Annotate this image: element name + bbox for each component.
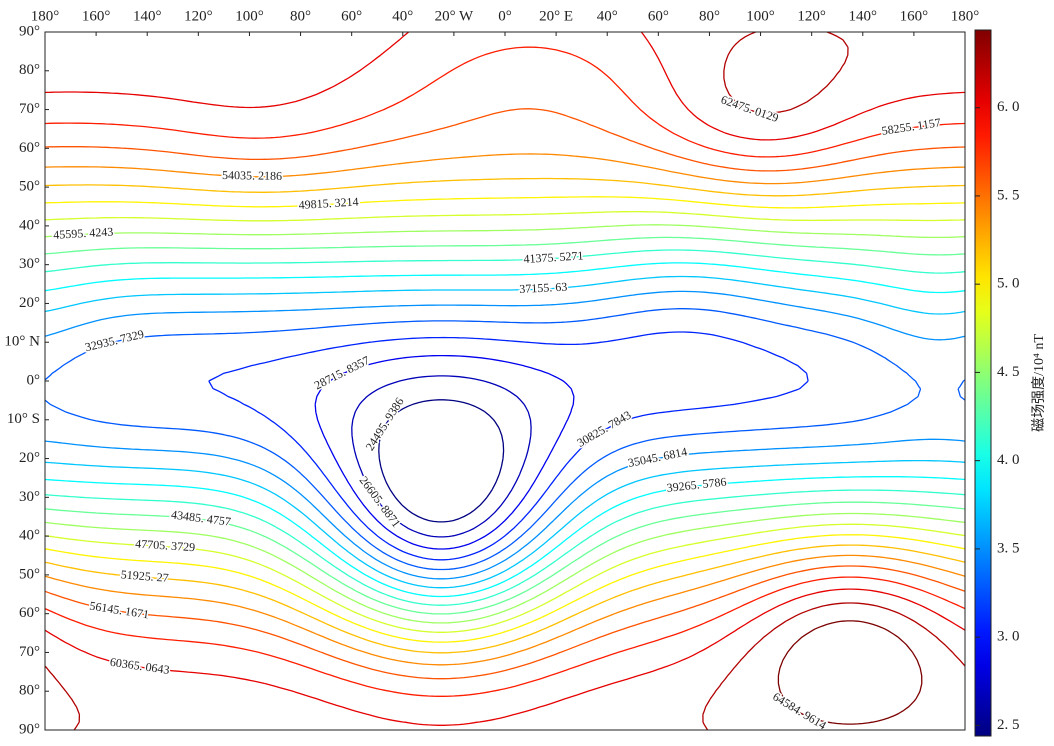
contour-line xyxy=(44,262,966,598)
contour-line xyxy=(44,177,966,654)
y-tick-label: 50° xyxy=(19,179,40,195)
x-tick-label: 140° xyxy=(133,8,162,24)
contour-line xyxy=(314,354,575,550)
contour-line xyxy=(44,46,966,697)
contour-line xyxy=(44,290,966,580)
contour-line xyxy=(44,108,966,680)
x-tick-label: 60° xyxy=(341,8,362,24)
contour-line xyxy=(44,224,966,624)
contour-label: 35045. 6814 xyxy=(627,444,689,470)
contour-label: 47705. 3729 xyxy=(135,536,196,554)
y-tick-label: 80° xyxy=(19,62,40,78)
contour-line xyxy=(44,236,966,615)
contour-label: 41375. 5271 xyxy=(523,248,584,266)
contour-label: 32935. 7329 xyxy=(84,327,146,355)
contour-label: 56145. 1671 xyxy=(89,599,150,622)
x-tick-label: 20° E xyxy=(539,8,573,24)
x-tick-label: 40° xyxy=(597,8,618,24)
contour-label: 37155. 63 xyxy=(519,280,568,296)
contour-line xyxy=(44,249,966,606)
contour-label: 28715. 8357 xyxy=(312,353,372,392)
y-tick-label: 70° xyxy=(19,101,40,117)
colorbar-tick-label: 4. 0 xyxy=(997,452,1020,468)
contour-label: 58255. 1157 xyxy=(881,115,942,138)
contour-line xyxy=(44,275,966,589)
contour-label: 43485. 4757 xyxy=(170,507,231,528)
y-tick-label: 60° xyxy=(19,140,40,156)
x-tick-label: 120° xyxy=(797,8,826,24)
y-tick-label: 40° xyxy=(19,528,40,544)
contour-line xyxy=(44,308,966,571)
colorbar-label: 磁场强度/10⁴ nT xyxy=(1031,334,1047,432)
contour-label: 24495. 9386 xyxy=(363,395,407,453)
contour-line xyxy=(351,375,532,538)
contour-line xyxy=(44,153,966,666)
colorbar-tick-label: 5. 0 xyxy=(997,276,1020,292)
x-tick-label: 80° xyxy=(290,8,311,24)
contour-line xyxy=(208,331,809,561)
contour-line xyxy=(378,399,505,523)
y-tick-label: 60° xyxy=(19,605,40,621)
contour-label: 60365. 0643 xyxy=(109,655,170,677)
y-tick-label: 20° xyxy=(19,450,40,466)
contour-line xyxy=(777,620,923,725)
contour-line xyxy=(44,196,966,643)
y-tick-label: 10° S xyxy=(7,411,40,427)
x-tick-label: 140° xyxy=(849,8,878,24)
x-tick-label: 100° xyxy=(746,8,775,24)
y-tick-label: 30° xyxy=(19,489,40,505)
colorbar-tick-label: 3. 5 xyxy=(997,540,1020,556)
y-tick-label: 0° xyxy=(27,372,41,388)
contour-line xyxy=(44,31,966,731)
x-tick-label: 100° xyxy=(235,8,264,24)
contour-label: 49815. 3214 xyxy=(298,195,359,212)
contour-layer: 24495. 9386 26605. 8871 28715. 8357 30825. … xyxy=(44,31,966,734)
y-tick-label: 10° N xyxy=(4,334,40,350)
contour-label: 54035. 2186 xyxy=(222,168,282,183)
y-tick-label: 80° xyxy=(19,683,40,699)
y-tick-label: 90° xyxy=(19,23,40,39)
colorbar xyxy=(974,29,992,737)
contour-label: 64584. 9614 xyxy=(770,689,829,732)
colorbar-tick-label: 4. 5 xyxy=(997,364,1020,380)
x-tick-label: 60° xyxy=(648,8,669,24)
x-tick-label: 160° xyxy=(900,8,929,24)
x-tick-label: 120° xyxy=(184,8,213,24)
x-tick-label: 40° xyxy=(392,8,413,24)
contour-label: 26605. 8871 xyxy=(357,474,404,531)
y-tick-label: 50° xyxy=(19,566,40,582)
y-tick-label: 30° xyxy=(19,256,40,272)
y-tick-label: 40° xyxy=(19,217,40,233)
contour-label: 51925. 27 xyxy=(120,567,169,585)
contour-label: 62475. 0129 xyxy=(719,92,780,125)
colorbar-tick-label: 2. 5 xyxy=(997,717,1020,733)
colorbar-tick-label: 6. 0 xyxy=(997,99,1020,115)
contour-label: 39265. 5786 xyxy=(666,475,727,495)
x-tick-label: 180° xyxy=(951,8,980,24)
colorbar-tick-label: 3. 0 xyxy=(997,629,1020,645)
y-tick-label: 70° xyxy=(19,644,40,660)
contour-line xyxy=(44,31,966,726)
y-tick-label: 20° xyxy=(19,295,40,311)
colorbar-tick-label: 5. 5 xyxy=(997,187,1020,203)
x-tick-label: 180° xyxy=(31,8,60,24)
x-tick-label: 0° xyxy=(498,8,512,24)
y-tick-label: 90° xyxy=(19,721,40,737)
plot-frame xyxy=(44,31,966,731)
contour-label: 30825. 7843 xyxy=(575,408,634,450)
contour-label: 45595. 4243 xyxy=(53,225,114,242)
x-tick-label: 20° W xyxy=(435,8,474,24)
x-tick-label: 160° xyxy=(82,8,111,24)
contour-line xyxy=(44,210,966,633)
x-tick-label: 80° xyxy=(699,8,720,24)
